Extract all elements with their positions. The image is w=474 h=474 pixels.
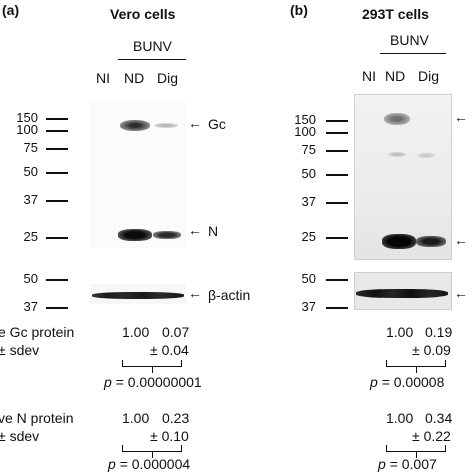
- panel-a-marker-bottom-37: 37: [23, 299, 38, 314]
- panel-a-gc-bracket-right: [181, 360, 182, 367]
- panel-b-marker-25: 25: [301, 229, 316, 244]
- panel-b-band-gc-nd: [384, 113, 410, 125]
- panel-a-gc-sd2: ± 0.04: [150, 342, 189, 358]
- panel-b-band-actin: [356, 289, 448, 298]
- panel-a-lane-nd: ND: [124, 70, 145, 86]
- panel-a-lane-dig: Dig: [157, 70, 179, 86]
- panel-b-band-mid-dig: [417, 153, 435, 158]
- panel-b-n-bracket-mid: [416, 451, 417, 458]
- panel-b-tick-75: [326, 150, 348, 152]
- panel-b-gc-bracket-right: [445, 360, 446, 367]
- panel-b-marker-bottom-50: 50: [301, 271, 316, 286]
- panel-a-marker-50: 50: [23, 164, 38, 179]
- panel-a-tick-150: [46, 118, 68, 120]
- panel-b-tick-50: [326, 174, 348, 176]
- panel-a-arrow-actin: ←: [188, 285, 202, 301]
- panel-a-label-gc: Gc: [208, 116, 226, 132]
- panel-a-marker-150: 150: [16, 110, 38, 125]
- panel-a-label-actin: β-actin: [208, 287, 251, 303]
- panel-b-gc-v1: 1.00: [386, 324, 414, 340]
- panel-b-lane-nd: ND: [385, 68, 406, 84]
- panel-b-n-bracket-right: [445, 445, 446, 452]
- panel-a-n-pvalue: p = 0.000004: [108, 456, 191, 472]
- panel-b-n-bracket-left: [386, 445, 387, 452]
- panel-b-lane-dig: Dig: [418, 68, 440, 84]
- panel-b-tick-25: [326, 237, 348, 239]
- panel-b-tick-100: [326, 132, 348, 134]
- panel-b-band-n-dig: [416, 236, 446, 247]
- panel-b-marker-100: 100: [294, 124, 316, 139]
- panel-a-gc-row-label: e Gc protein: [0, 324, 75, 340]
- panel-b-tick-bottom-50: [326, 279, 348, 281]
- panel-b-tick-37: [326, 202, 348, 204]
- panel-b-gc-bracket-mid: [416, 366, 417, 373]
- panel-a-n-bracket-right: [181, 445, 182, 452]
- panel-a-n-v1: 1.00: [122, 410, 150, 426]
- panel-a-marker-bottom-50: 50: [23, 271, 38, 286]
- panel-a-n-bracket-left: [122, 445, 123, 452]
- panel-a-marker-25: 25: [23, 229, 38, 244]
- panel-a-arrow-gc: ←: [188, 115, 202, 131]
- panel-a-gc-sdev-label: ± sdev: [0, 342, 40, 358]
- panel-b-arrow-n: ←: [454, 232, 468, 248]
- panel-a-marker-100: 100: [16, 122, 38, 137]
- panel-a-tick-bottom-50: [46, 279, 68, 281]
- panel-b-band-n-nd: [382, 234, 416, 249]
- panel-b-gc-pvalue: p = 0.00008: [370, 374, 445, 390]
- panel-b-gc-sd2: ± 0.09: [412, 342, 451, 358]
- panel-b-arrow-gc: ←: [454, 109, 468, 125]
- panel-a-tick-75: [46, 148, 68, 150]
- panel-a-n-sd2: ± 0.10: [150, 428, 189, 444]
- panel-b-title: 293T cells: [362, 6, 429, 22]
- panel-a-gc-v1: 1.00: [122, 324, 150, 340]
- panel-b-marker-bottom-37: 37: [301, 299, 316, 314]
- panel-a-n-row-label: ve N protein: [0, 410, 74, 426]
- panel-a-gc-v2: 0.07: [162, 324, 190, 340]
- panel-b-band-mid-nd: [388, 152, 406, 157]
- panel-a-gc-pvalue: p = 0.00000001: [104, 374, 202, 390]
- panel-b-marker-50: 50: [301, 166, 316, 181]
- panel-b-gc-v2: 0.19: [425, 324, 453, 340]
- panel-a-band-actin: [92, 292, 184, 299]
- panel-a-title: Vero cells: [110, 6, 176, 22]
- panel-b-n-pvalue: p = 0.007: [378, 456, 437, 472]
- panel-b-marker-150: 150: [294, 112, 316, 127]
- panel-b-gc-bracket-left: [386, 360, 387, 367]
- panel-b-n-sd2: ± 0.22: [412, 428, 451, 444]
- panel-b-tick-150: [326, 120, 348, 122]
- panel-a-tick-bottom-37: [46, 307, 68, 309]
- panel-a-group-line: [118, 59, 186, 60]
- panel-b-lane-ni: NI: [362, 68, 376, 84]
- panel-a-band-gc-nd: [120, 120, 150, 131]
- panel-a-tick-50: [46, 172, 68, 174]
- panel-b-group-label: BUNV: [390, 32, 429, 48]
- panel-a-tick-25: [46, 237, 68, 239]
- panel-b-letter: (b): [290, 2, 308, 18]
- panel-a-label-n: N: [208, 223, 219, 239]
- panel-a-gc-bracket-left: [122, 360, 123, 367]
- panel-a-lane-ni: NI: [96, 70, 110, 86]
- panel-b-tick-bottom-37: [326, 307, 348, 309]
- panel-a-band-n-nd: [118, 229, 152, 241]
- panel-a-gc-bracket-mid: [152, 366, 153, 373]
- panel-a-band-n-dig: [153, 231, 181, 239]
- panel-a-n-sdev-label: ± sdev: [0, 428, 40, 444]
- panel-b-marker-37: 37: [301, 194, 316, 209]
- panel-a-n-v2: 0.23: [162, 410, 190, 426]
- panel-b-n-v2: 0.34: [425, 410, 453, 426]
- panel-a-group-label: BUNV: [133, 38, 172, 54]
- panel-a-letter: (a): [2, 2, 20, 18]
- panel-b-marker-75: 75: [301, 142, 316, 157]
- panel-a-band-gc-dig: [154, 123, 178, 128]
- panel-a-marker-37: 37: [23, 192, 38, 207]
- panel-a-tick-37: [46, 200, 68, 202]
- panel-a-n-bracket-mid: [152, 451, 153, 458]
- panel-b-n-v1: 1.00: [386, 410, 414, 426]
- panel-a-tick-100: [46, 130, 68, 132]
- panel-b-arrow-actin: ←: [454, 285, 468, 301]
- panel-a-arrow-n: ←: [188, 222, 202, 238]
- panel-b-group-line: [380, 53, 446, 54]
- panel-a-marker-75: 75: [23, 140, 38, 155]
